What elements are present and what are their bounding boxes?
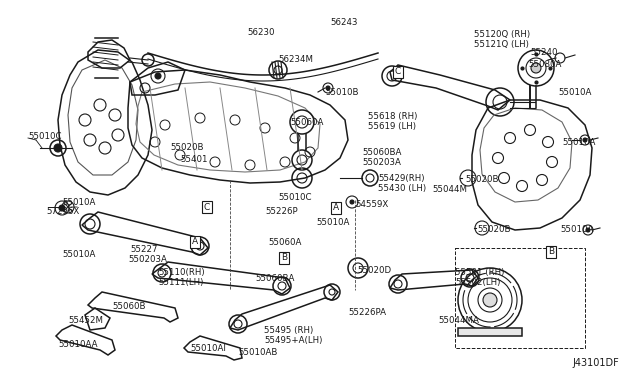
- Text: 55121Q (LH): 55121Q (LH): [474, 40, 529, 49]
- Text: A: A: [333, 203, 339, 212]
- Text: 55060BA: 55060BA: [255, 274, 294, 283]
- Text: 55044M: 55044M: [432, 185, 467, 194]
- Bar: [455, 248, 585, 348]
- Circle shape: [483, 293, 497, 307]
- Text: 57296X: 57296X: [46, 207, 79, 216]
- Text: 55226PA: 55226PA: [348, 308, 386, 317]
- Text: 55430 (LH): 55430 (LH): [378, 184, 426, 193]
- Text: 550203A: 550203A: [362, 158, 401, 167]
- Text: 55010AA: 55010AA: [58, 340, 97, 349]
- Text: 55010B: 55010B: [325, 88, 358, 97]
- Text: B: B: [548, 247, 554, 257]
- Text: 55060B: 55060B: [112, 302, 145, 311]
- Text: 56230: 56230: [247, 28, 275, 37]
- Text: 55020B: 55020B: [477, 225, 511, 234]
- Text: 55227: 55227: [130, 245, 157, 254]
- Text: 55010AB: 55010AB: [238, 348, 277, 357]
- Text: 55020B: 55020B: [465, 175, 499, 184]
- Circle shape: [54, 144, 62, 152]
- Circle shape: [586, 228, 590, 232]
- Text: 55060A: 55060A: [268, 238, 301, 247]
- Circle shape: [59, 205, 65, 211]
- Text: 550203A: 550203A: [128, 255, 167, 264]
- Text: 56243: 56243: [330, 18, 358, 27]
- Text: 55080A: 55080A: [528, 60, 561, 69]
- Text: 55010C: 55010C: [28, 132, 61, 141]
- Circle shape: [326, 86, 330, 90]
- Circle shape: [350, 200, 354, 204]
- Text: 55010A: 55010A: [62, 250, 95, 259]
- Text: 55060BA: 55060BA: [362, 148, 401, 157]
- Text: 55618 (RH): 55618 (RH): [368, 112, 417, 121]
- Text: C: C: [204, 202, 210, 212]
- Text: J43101DF: J43101DF: [572, 358, 619, 368]
- Text: 55010A: 55010A: [558, 88, 591, 97]
- Text: 55044MA: 55044MA: [438, 316, 479, 325]
- Text: 55020B: 55020B: [170, 143, 204, 152]
- Text: 55429(RH): 55429(RH): [378, 174, 424, 183]
- Text: 55010C: 55010C: [278, 193, 312, 202]
- Text: A: A: [192, 237, 198, 247]
- Text: 55010A: 55010A: [62, 198, 95, 207]
- Text: 55010A: 55010A: [560, 225, 593, 234]
- Text: 55060A: 55060A: [290, 118, 323, 127]
- Text: 55120Q (RH): 55120Q (RH): [474, 30, 530, 39]
- Text: 55619 (LH): 55619 (LH): [368, 122, 416, 131]
- Text: 55452M: 55452M: [68, 316, 103, 325]
- Text: 55240: 55240: [530, 48, 557, 57]
- Text: 54559X: 54559X: [355, 200, 388, 209]
- Circle shape: [531, 63, 541, 73]
- Text: 55020D: 55020D: [357, 266, 391, 275]
- Text: 55010A: 55010A: [562, 138, 595, 147]
- Text: 55010A: 55010A: [316, 218, 349, 227]
- Text: 55495+A(LH): 55495+A(LH): [264, 336, 323, 345]
- Circle shape: [155, 73, 161, 79]
- Text: 55501 (RH): 55501 (RH): [455, 268, 504, 277]
- Text: 56234M: 56234M: [278, 55, 313, 64]
- Text: 55502(LH): 55502(LH): [455, 278, 500, 287]
- Text: 55495 (RH): 55495 (RH): [264, 326, 313, 335]
- Text: B: B: [281, 253, 287, 263]
- Polygon shape: [458, 328, 522, 336]
- Text: C: C: [395, 67, 401, 77]
- Text: 55401: 55401: [180, 155, 207, 164]
- Text: 55010AI: 55010AI: [190, 344, 226, 353]
- Text: 55110(RH): 55110(RH): [158, 268, 205, 277]
- Circle shape: [583, 138, 587, 142]
- Text: 55111(LH): 55111(LH): [158, 278, 204, 287]
- Text: 55226P: 55226P: [265, 207, 298, 216]
